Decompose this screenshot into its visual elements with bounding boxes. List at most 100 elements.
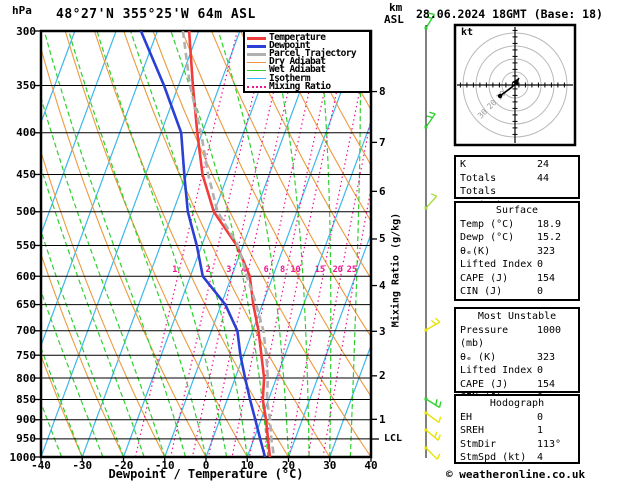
mixing-ratio-value-label: 15 (315, 265, 325, 275)
station-title: 48°27'N 355°25'W 64m ASL (56, 7, 256, 22)
stats-box-most-unstable: Most Unstable Pressure (mb) 1000 θₑ (K) 323 L… (454, 307, 580, 403)
mixing-ratio-line (191, 31, 289, 457)
temp-tick-label: 20 (281, 459, 296, 472)
legend-row: Temperature (247, 33, 367, 42)
km-tick-label: 2 (379, 369, 386, 383)
stat-label: Lifted Index (460, 365, 533, 376)
mixing-ratio-axis-title: Mixing Ratio (g/kg) (390, 212, 402, 328)
stat-value: 0 (537, 365, 544, 376)
stat-label: Totals Totals (460, 172, 497, 198)
legend-label: Parcel Trajectory (269, 48, 357, 60)
stat-value: 113° (537, 438, 562, 450)
copyright-notice: © weatheronline.co.uk (446, 468, 586, 481)
stats-row: EH 0 (460, 411, 574, 425)
dry-adiabat-line (240, 31, 371, 280)
mixing-ratio-value-label: 1 (172, 265, 177, 275)
stat-label: θₑ (K) (460, 351, 497, 363)
legend-swatch-dry-adiabat (247, 61, 266, 63)
pressure-axis-unit: hPa (12, 4, 32, 17)
legend-label: Dewpoint (269, 40, 311, 52)
wet-adiabat-line (349, 31, 362, 457)
altitude-axis-unit-km: km (389, 1, 403, 14)
mixing-ratio-line (307, 115, 371, 457)
wind-barb (424, 397, 442, 409)
temp-tick-label: 0 (202, 459, 210, 472)
isotherm-line (41, 31, 200, 457)
stats-row: Lifted Index 0 (460, 258, 574, 272)
temp-tick-label: -30 (72, 459, 93, 472)
km-tick-label: 8 (379, 85, 386, 99)
legend-swatch-wet-adiabat (247, 69, 266, 71)
legend-swatch-parcel-trajectory (247, 52, 266, 56)
isotherm-line (246, 120, 371, 457)
hodograph-start-dot (497, 93, 503, 99)
km-tick-label: 4 (379, 279, 386, 293)
stat-label: Pressure (mb) (460, 324, 509, 350)
km-tick-label: 7 (379, 135, 386, 149)
stats-section-header: Most Unstable (477, 311, 557, 322)
dry-adiabat-line (41, 353, 83, 457)
wind-barb (424, 428, 441, 441)
dry-adiabat-line (298, 31, 371, 167)
wet-adiabat-line (170, 31, 269, 457)
mixing-ratio-line (134, 31, 238, 457)
sounding-curves (139, 31, 276, 457)
stats-row: θₑ (K) 323 (460, 351, 574, 365)
isotherm-line (41, 31, 76, 125)
isotherm-line (41, 31, 117, 236)
stat-label: Temp (°C) (460, 218, 515, 230)
stat-value: 0 (537, 286, 544, 297)
stat-label: CIN (J) (460, 286, 503, 297)
pressure-tick-label: 350 (16, 79, 36, 93)
km-tick-label: 6 (379, 184, 386, 198)
wind-barb (424, 446, 441, 460)
pressure-tick-label: 750 (16, 348, 36, 362)
wet-adiabat-line (43, 31, 186, 457)
wind-barb (424, 317, 441, 332)
wind-barb (424, 411, 442, 423)
curve-temperature (187, 31, 272, 457)
stats-section-header: Surface (495, 205, 539, 216)
stat-label: EH (460, 411, 473, 423)
stats-section-header: Hodograph (489, 398, 545, 409)
mixing-ratio-value-label: 25 (347, 265, 357, 275)
pressure-tick-label: 700 (16, 324, 36, 338)
legend-row: Parcel Trajectory (247, 48, 367, 60)
stats-row: Dewp (°C) 15.2 (460, 231, 574, 245)
pressure-tick-label: 400 (16, 126, 36, 140)
mixing-ratio-value-label: 20 (333, 265, 343, 275)
legend-label: Wet Adiabat (269, 64, 326, 76)
hodograph-unit-label: kt (461, 27, 474, 38)
legend-label: Isotherm (269, 72, 311, 84)
stat-value: 154 (537, 272, 556, 284)
isotherm-line (41, 31, 158, 348)
mixing-ratio-value-label: 8 (280, 265, 285, 275)
mixing-ratio-value-label: 6 (264, 265, 269, 275)
pressure-tick-label: 550 (16, 238, 36, 252)
isotherm-line (329, 343, 371, 457)
stat-label: CAPE (J) (460, 272, 509, 284)
legend-row: Dry Adiabat (247, 57, 367, 67)
stats-row: Temp (°C) 18.9 (460, 218, 574, 232)
temp-tick-label: -20 (113, 459, 134, 472)
x-axis-title: Dewpoint / Temperature (°C) (108, 467, 304, 481)
stat-value: 44 (537, 172, 550, 184)
altitude-axis-unit-asl: ASL (384, 13, 404, 26)
temp-tick-label: -40 (31, 459, 51, 472)
mixing-ratio-line (288, 32, 371, 457)
dry-adiabat-line (93, 31, 289, 457)
isotherm-line (81, 31, 241, 457)
stat-value: 323 (537, 245, 556, 257)
pressure-tick-label: 950 (16, 432, 36, 446)
chart-legend: Temperature Dewpoint Parcel Trajectory Dry … (243, 30, 371, 93)
legend-swatch-temperature (247, 36, 266, 40)
stat-value: 323 (537, 351, 556, 363)
pressure-tick-label: 1000 (9, 450, 37, 464)
stat-label: Dewp (°C) (460, 232, 515, 243)
legend-label: Mixing Ratio (269, 80, 331, 92)
temp-tick-label: 10 (240, 459, 254, 472)
isotherm-line (164, 31, 323, 457)
stat-label: CAPE (J) (460, 378, 509, 390)
